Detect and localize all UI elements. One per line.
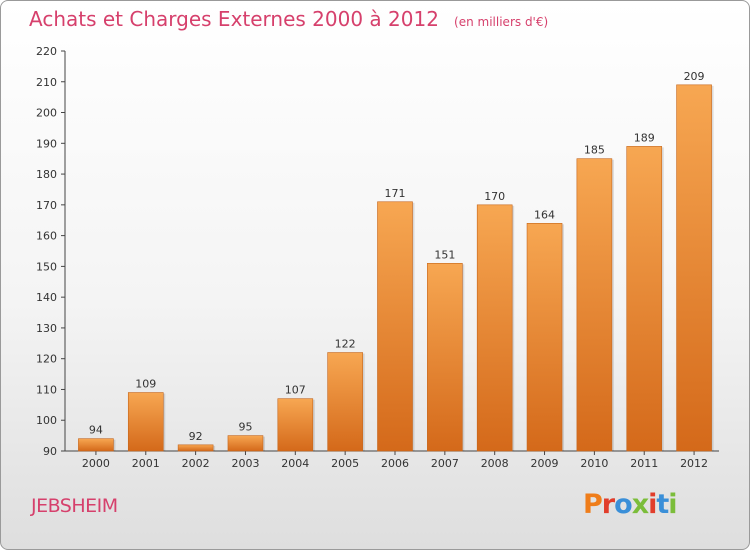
axes: 90 100 110 120 130 140 150 160 170 180 190 200 210 22…: [36, 45, 719, 458]
y-tick-label: 200: [36, 107, 57, 120]
logo-letter: x: [631, 489, 649, 520]
logo-letter: i: [668, 489, 677, 520]
bar: [526, 223, 563, 452]
y-tick-label: 190: [36, 137, 57, 150]
bar: [177, 444, 214, 452]
proxiti-logo: Proxiti: [583, 489, 678, 520]
bar-value-label: 151: [434, 248, 455, 261]
bar: [227, 435, 264, 452]
logo-letter: r: [601, 489, 615, 520]
x-tick-label: 2012: [680, 457, 708, 470]
y-tick-label: 110: [36, 383, 57, 396]
bar-value-label: 171: [385, 187, 406, 200]
bar: [576, 158, 613, 452]
bar-value-label: 109: [135, 378, 156, 391]
bar: [327, 352, 363, 452]
bar-value-label: 185: [584, 144, 605, 157]
y-tick-label: 160: [36, 230, 57, 243]
y-tick-label: 180: [36, 168, 57, 181]
chart-title-block: Achats et Charges Externes 2000 à 2012 (…: [29, 7, 548, 31]
x-tick-label: 2003: [231, 457, 259, 470]
bar-chart: 90 100 110 120 130 140 150 160 170 180 190 200 210 22…: [36, 45, 719, 470]
x-tick-label: 2009: [531, 457, 559, 470]
bar: [476, 204, 513, 452]
x-tick-label: 2002: [182, 457, 210, 470]
x-tick-label: 2006: [381, 457, 409, 470]
bar: [277, 398, 314, 452]
chart-title: Achats et Charges Externes 2000 à 2012: [29, 7, 439, 31]
y-tick-label: 90: [43, 445, 57, 458]
bars: [78, 84, 714, 452]
x-tick-label: 2007: [431, 457, 459, 470]
x-tick-label: 2008: [481, 457, 509, 470]
bar-value-label: 164: [534, 208, 555, 221]
bar: [127, 392, 164, 452]
bar-value-label: 209: [684, 70, 705, 83]
logo-letter: o: [614, 489, 633, 520]
bar: [377, 201, 413, 452]
y-tick-label: 170: [36, 199, 57, 212]
y-tick-label: 140: [36, 291, 57, 304]
y-tick-label: 130: [36, 322, 57, 335]
logo-letter: i: [648, 489, 657, 520]
y-tick-label: 100: [36, 414, 57, 427]
x-tick-label: 2005: [331, 457, 359, 470]
x-tick-label: 2004: [281, 457, 309, 470]
bar-value-label: 107: [285, 384, 306, 397]
y-tick-label: 220: [36, 45, 57, 58]
bar-value-label: 95: [238, 421, 252, 434]
bar-value-label: 170: [484, 190, 505, 203]
commune-name: JEBSHEIM: [31, 495, 118, 517]
logo-letter: P: [583, 489, 603, 520]
bar-value-label: 94: [89, 424, 103, 437]
x-tick-label: 2001: [132, 457, 160, 470]
x-tick-label: 2000: [82, 457, 110, 470]
y-tick-label: 150: [36, 260, 57, 273]
chart-unit: (en milliers d'€): [454, 15, 549, 29]
bar: [626, 146, 663, 452]
y-tick-label: 210: [36, 76, 57, 89]
logo-letter: t: [656, 489, 669, 520]
labels: 94 2000 109 2001 92 2002 95 2003 107 2004 122 2005 1…: [82, 70, 708, 470]
bar: [78, 438, 114, 452]
bar-value-label: 189: [634, 131, 655, 144]
bar-value-label: 122: [335, 338, 356, 351]
x-tick-label: 2010: [580, 457, 608, 470]
bar-value-label: 92: [189, 430, 203, 443]
bar: [427, 263, 463, 452]
y-tick-label: 120: [36, 353, 57, 366]
x-tick-label: 2011: [630, 457, 658, 470]
bar: [676, 84, 712, 452]
